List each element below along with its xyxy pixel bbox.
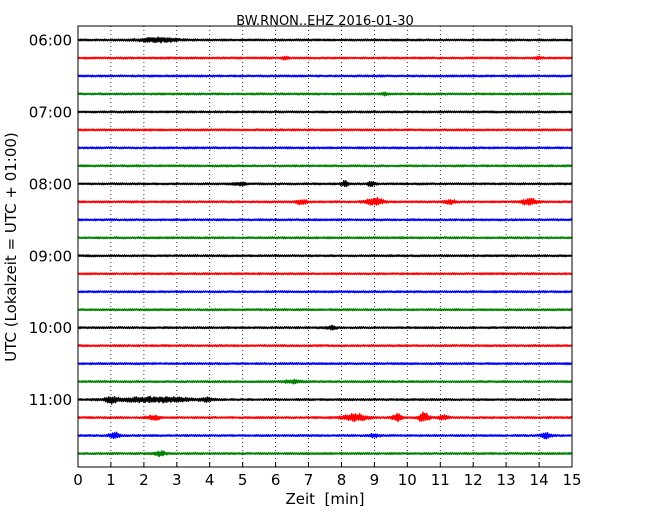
seismic-traces (77, 36, 573, 458)
trace-0900 (77, 254, 573, 258)
x-tick-label: 6 (271, 471, 281, 489)
x-tick-label: 14 (530, 471, 549, 489)
trace-1100 (77, 395, 573, 405)
trace-0700 (77, 110, 573, 114)
x-tick-label: 10 (398, 471, 417, 489)
trace-1130 (77, 431, 573, 440)
x-tick-label: 12 (464, 471, 483, 489)
trace-1030 (77, 362, 573, 366)
x-tick-label: 11 (431, 471, 450, 489)
y-tick-label: 09:00 (29, 247, 72, 265)
trace-1000 (77, 324, 573, 331)
x-axis-label: Zeit [min] (285, 490, 364, 508)
trace-0630 (77, 74, 573, 78)
x-tick-label: 1 (106, 471, 116, 489)
trace-0730 (77, 146, 573, 150)
trace-0645 (77, 91, 573, 97)
trace-0915 (77, 272, 573, 276)
trace-0845 (77, 236, 573, 240)
trace-0615 (77, 55, 573, 61)
trace-0830 (77, 218, 573, 222)
trace-1145 (77, 450, 573, 458)
trace-0800 (77, 180, 573, 188)
vertical-grid (110, 26, 540, 467)
trace-1045 (77, 378, 573, 385)
trace-0945 (77, 308, 573, 312)
x-tick-label: 0 (73, 471, 83, 489)
x-axis-ticks: 0 1 2 3 4 5 6 7 8 9 10 11 12 13 14 15 (73, 462, 582, 489)
x-tick-label: 9 (370, 471, 380, 489)
y-axis-ticks: 06:00 07:00 08:00 09:00 10:00 11:00 (29, 32, 83, 409)
x-tick-label: 3 (172, 471, 182, 489)
trace-0815 (77, 196, 573, 206)
trace-0715 (77, 128, 573, 132)
x-tick-label: 13 (497, 471, 516, 489)
trace-0600 (77, 36, 573, 44)
x-tick-label: 2 (139, 471, 149, 489)
y-tick-label: 08:00 (29, 175, 72, 193)
y-tick-label: 10:00 (29, 319, 72, 337)
x-tick-label: 8 (337, 471, 347, 489)
y-tick-label: 07:00 (29, 103, 72, 121)
x-tick-label: 4 (205, 471, 215, 489)
x-tick-label: 15 (562, 471, 581, 489)
x-tick-label: 5 (238, 471, 248, 489)
plot-frame (77, 25, 573, 468)
y-tick-label: 06:00 (29, 32, 72, 50)
chart-title: BW.RNON..EHZ 2016-01-30 (236, 14, 414, 29)
trace-0745 (77, 164, 573, 168)
trace-1115 (77, 411, 573, 423)
x-tick-label: 7 (304, 471, 314, 489)
y-tick-label: 11:00 (29, 391, 72, 409)
y-axis-label: UTC (Lokalzeit = UTC + 01:00) (2, 132, 20, 362)
trace-0930 (77, 290, 573, 294)
trace-1015 (77, 344, 573, 348)
